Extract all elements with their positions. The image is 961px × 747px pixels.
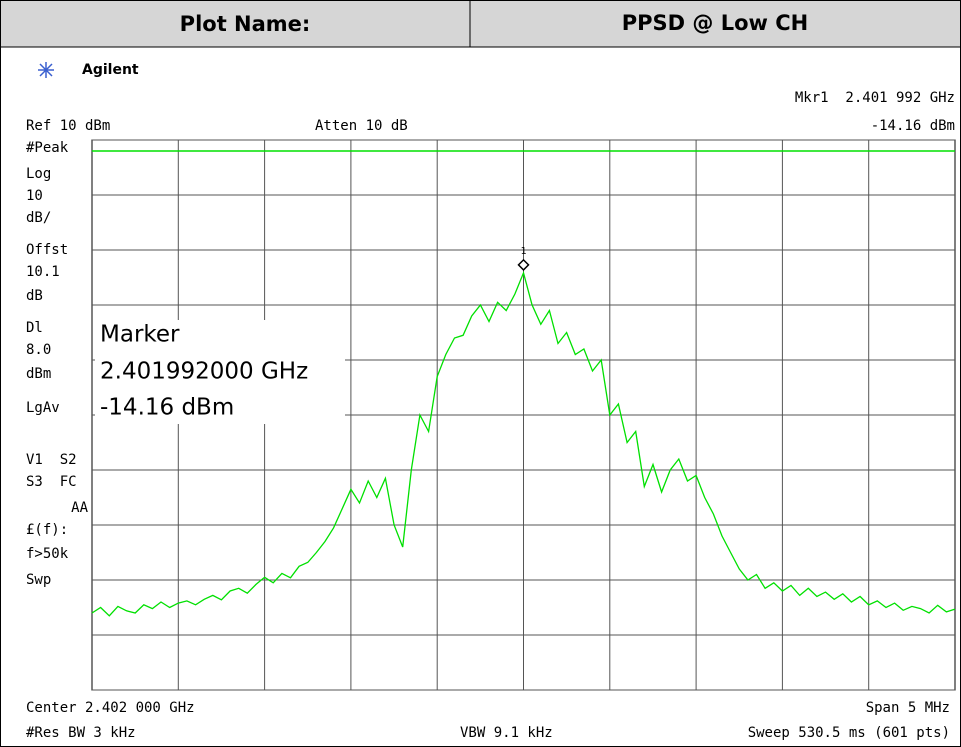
header-value: PPSD @ Low CH bbox=[622, 11, 808, 35]
side-label: dBm bbox=[26, 366, 51, 382]
side-label: £(f): bbox=[26, 522, 68, 538]
ref-level: Ref 10 dBm bbox=[26, 118, 110, 134]
marker-level: -14.16 dBm bbox=[871, 118, 955, 134]
vbw: VBW 9.1 kHz bbox=[460, 725, 553, 741]
marker-frequency: 2.401992000 GHz bbox=[100, 359, 308, 385]
header-label: Plot Name: bbox=[180, 12, 311, 36]
side-label: Dl bbox=[26, 320, 43, 336]
side-label: V1 S2 bbox=[26, 452, 77, 468]
marker-diamond bbox=[517, 258, 530, 271]
side-label: LgAv bbox=[26, 400, 60, 416]
side-label: 8.0 bbox=[26, 342, 51, 358]
marker-box-bg bbox=[95, 320, 345, 424]
header-bar bbox=[1, 1, 960, 47]
side-label: S3 FC bbox=[26, 474, 77, 490]
side-label: dB/ bbox=[26, 210, 51, 226]
rbw: #Res BW 3 kHz bbox=[26, 725, 136, 741]
marker-number: 1 bbox=[520, 246, 526, 257]
attenuation: Atten 10 dB bbox=[315, 118, 408, 134]
marker-level-box: -14.16 dBm bbox=[100, 395, 234, 421]
side-label: dB bbox=[26, 288, 43, 304]
trace bbox=[91, 270, 956, 617]
brand: Agilent bbox=[82, 62, 139, 78]
side-label: AA bbox=[71, 500, 88, 516]
span: Span 5 MHz bbox=[866, 700, 950, 716]
side-label: #Peak bbox=[26, 140, 69, 156]
marker-readout: Mkr1 2.401 992 GHz bbox=[795, 90, 955, 106]
center-freq: Center 2.402 000 GHz bbox=[26, 700, 195, 716]
side-label: 10 bbox=[26, 188, 43, 204]
side-label: Log bbox=[26, 166, 51, 182]
side-label: 10.1 bbox=[26, 264, 60, 280]
side-label: f>50k bbox=[26, 546, 69, 562]
side-label: Offst bbox=[26, 242, 68, 258]
sweep: Sweep 530.5 ms (601 pts) bbox=[748, 725, 950, 741]
marker-title: Marker bbox=[100, 322, 180, 348]
brand-logo bbox=[38, 62, 54, 78]
side-label: Swp bbox=[26, 572, 51, 588]
